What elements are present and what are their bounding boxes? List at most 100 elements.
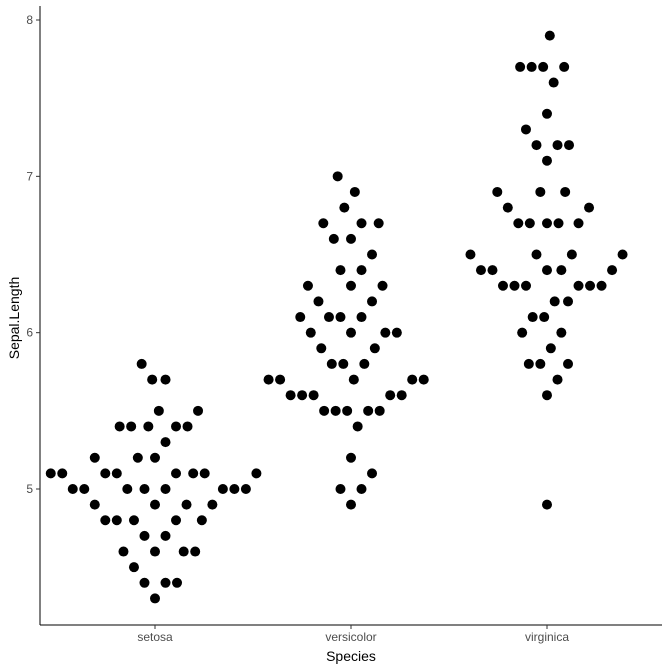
data-point-virginica <box>515 61 526 72</box>
data-point-versicolor <box>335 265 346 276</box>
data-point-versicolor <box>356 312 367 323</box>
data-point-virginica <box>535 358 546 369</box>
data-point-versicolor <box>339 202 350 213</box>
data-point-virginica <box>548 77 559 88</box>
data-point-versicolor <box>285 390 296 401</box>
data-point-setosa <box>128 515 139 526</box>
data-point-setosa <box>150 546 160 557</box>
data-point-virginica <box>542 499 552 510</box>
data-point-versicolor <box>418 374 429 385</box>
data-point-virginica <box>524 218 535 229</box>
data-point-versicolor <box>302 280 313 291</box>
data-point-setosa <box>182 421 193 432</box>
data-point-virginica <box>556 327 567 338</box>
data-point-versicolor <box>275 374 286 385</box>
data-point-virginica <box>596 280 607 291</box>
data-point-virginica <box>542 218 552 229</box>
data-point-setosa <box>126 421 137 432</box>
data-point-virginica <box>527 312 538 323</box>
data-point-setosa <box>111 515 122 526</box>
data-point-setosa <box>139 577 150 588</box>
data-point-virginica <box>531 140 542 151</box>
data-point-virginica <box>553 218 564 229</box>
data-point-virginica <box>560 186 571 197</box>
data-point-virginica <box>526 61 537 72</box>
x-tick-label: virginica <box>525 630 569 644</box>
data-point-versicolor <box>359 358 370 369</box>
data-point-setosa <box>251 468 262 479</box>
data-point-setosa <box>139 484 150 494</box>
data-point-versicolor <box>349 186 360 197</box>
data-point-versicolor <box>295 312 306 323</box>
data-point-versicolor <box>391 327 402 338</box>
data-point-setosa <box>136 358 147 369</box>
data-point-versicolor <box>407 374 418 385</box>
data-point-setosa <box>171 468 182 479</box>
data-point-virginica <box>475 265 486 276</box>
data-point-versicolor <box>346 327 356 338</box>
data-point-setosa <box>118 546 129 557</box>
data-point-virginica <box>539 312 550 323</box>
data-point-setosa <box>79 484 90 494</box>
data-point-virginica <box>573 218 584 229</box>
data-point-versicolor <box>367 249 378 260</box>
data-point-versicolor <box>385 390 396 401</box>
data-point-setosa <box>160 484 171 494</box>
y-tick-label: 6 <box>26 326 33 340</box>
data-point-virginica <box>607 265 618 276</box>
data-point-versicolor <box>373 218 384 229</box>
data-point-setosa <box>207 499 218 510</box>
data-point-setosa <box>160 437 171 448</box>
data-point-setosa <box>171 515 182 526</box>
data-point-setosa <box>172 577 183 588</box>
y-axis-title: Sepal.Length <box>6 277 22 360</box>
data-point-versicolor <box>348 374 359 385</box>
data-point-versicolor <box>377 280 388 291</box>
data-point-versicolor <box>308 390 319 401</box>
data-point-setosa <box>111 468 122 479</box>
data-point-versicolor <box>297 390 308 401</box>
data-point-setosa <box>181 499 192 510</box>
data-point-virginica <box>531 249 542 260</box>
x-tick-label: setosa <box>137 630 173 644</box>
data-point-virginica <box>497 280 508 291</box>
data-point-virginica <box>517 327 528 338</box>
data-point-setosa <box>147 374 158 385</box>
data-point-virginica <box>542 390 552 401</box>
data-point-setosa <box>143 421 154 432</box>
data-point-virginica <box>563 296 574 307</box>
data-point-virginica <box>573 280 584 291</box>
y-tick-label: 7 <box>26 169 33 183</box>
data-point-virginica <box>542 155 552 166</box>
data-point-versicolor <box>356 484 367 494</box>
data-point-versicolor <box>330 405 341 416</box>
data-point-virginica <box>523 358 534 369</box>
data-point-versicolor <box>356 218 367 229</box>
data-point-setosa <box>240 484 251 494</box>
data-point-setosa <box>229 484 240 494</box>
data-point-virginica <box>509 280 520 291</box>
data-point-virginica <box>465 249 476 260</box>
data-point-versicolor <box>318 218 329 229</box>
data-point-versicolor <box>367 296 378 307</box>
data-point-setosa <box>160 374 171 385</box>
data-point-setosa <box>100 468 111 479</box>
data-point-setosa <box>153 405 164 416</box>
data-point-versicolor <box>332 171 343 182</box>
data-point-virginica <box>513 218 524 229</box>
data-point-versicolor <box>380 327 391 338</box>
x-tick-label: versicolor <box>325 630 376 644</box>
data-point-setosa <box>171 421 182 432</box>
data-point-setosa <box>150 452 160 463</box>
data-point-versicolor <box>396 390 407 401</box>
data-point-setosa <box>57 468 68 479</box>
data-point-versicolor <box>352 421 363 432</box>
data-point-virginica <box>559 61 570 72</box>
data-point-virginica <box>542 265 552 276</box>
data-point-setosa <box>114 421 125 432</box>
data-point-versicolor <box>342 405 353 416</box>
data-point-virginica <box>552 374 563 385</box>
data-point-virginica <box>535 186 546 197</box>
